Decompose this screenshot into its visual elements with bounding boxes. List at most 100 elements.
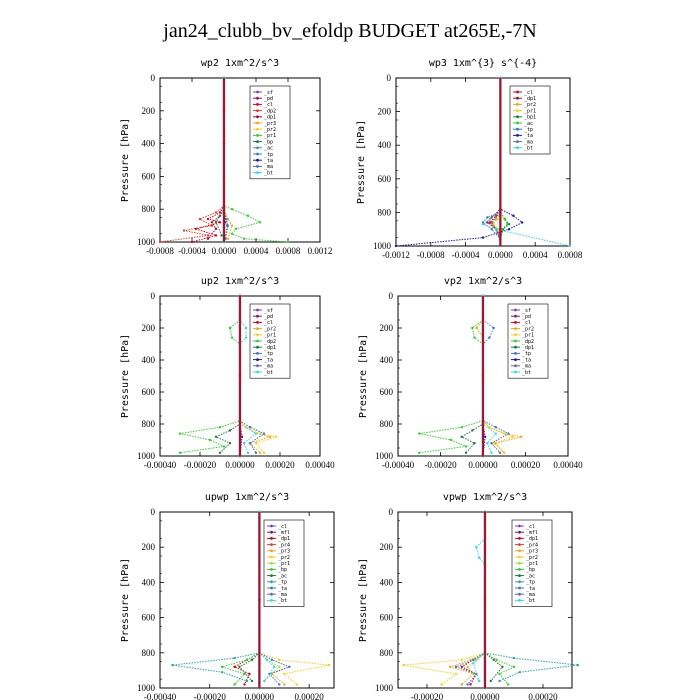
- data-point: [464, 445, 468, 448]
- legend-marker: [270, 599, 273, 602]
- legend: _sf_pd_cl_pr2_pr1_dp2_dp1_tp_ta_ma_bt: [249, 303, 291, 379]
- legend-label: _dp1: [526, 536, 538, 542]
- legend-label: _pr2: [264, 127, 276, 133]
- data-point: [488, 217, 492, 221]
- legend-marker: [256, 352, 259, 355]
- legend-marker: [516, 140, 519, 144]
- data-point: [520, 221, 524, 224]
- legend-marker: [514, 358, 517, 361]
- x-tick-label: 0.00040: [305, 460, 335, 470]
- y-tick-label: 0: [387, 73, 392, 83]
- y-tick-label: 400: [380, 577, 394, 587]
- legend-label: _dp2: [264, 108, 276, 114]
- data-point: [198, 217, 202, 221]
- data-point: [208, 438, 212, 442]
- y-tick-label: 800: [380, 648, 394, 658]
- legend-label: _ac: [278, 573, 287, 579]
- data-point: [507, 222, 511, 226]
- data-point: [469, 683, 472, 686]
- x-tick-label: 0.00020: [265, 460, 295, 470]
- panel-6: vpwp 1xm^2/s^3 Pressure [hPa] 0 200 400 600 80…: [358, 492, 579, 700]
- legend-marker: [516, 134, 519, 137]
- data-point: [492, 442, 495, 445]
- legend-marker: [518, 537, 521, 540]
- data-point: [218, 451, 222, 454]
- data-point: [473, 442, 476, 445]
- legend-marker: [256, 358, 259, 361]
- data-point: [460, 435, 463, 438]
- legend-label: _bp: [264, 139, 273, 145]
- data-point: [449, 665, 452, 669]
- data-point: [228, 442, 232, 445]
- legend-marker: [270, 537, 273, 540]
- legend-marker: [514, 352, 517, 355]
- legend-label: _tp: [526, 580, 535, 586]
- y-tick-label: 200: [142, 106, 156, 116]
- plot-frame: [159, 77, 321, 243]
- legend-marker: [256, 327, 259, 330]
- series-line-dp1: [233, 512, 260, 685]
- legend-label: _bp: [526, 567, 535, 573]
- data-point: [503, 432, 506, 435]
- legend-marker: [514, 370, 517, 374]
- panel-2: wp3 1xm^{3} s^{-4} Pressure [hPa] 0 200 400 6…: [356, 58, 583, 260]
- legend-marker: [270, 574, 273, 577]
- legend-label: _ma: [522, 364, 531, 370]
- data-point: [475, 546, 478, 549]
- data-point: [475, 326, 478, 330]
- data-point: [230, 208, 234, 211]
- data-point: [472, 662, 475, 665]
- x-tick-label: -0.00040: [144, 460, 177, 470]
- legend-label: _ma: [526, 592, 535, 598]
- data-point: [214, 211, 218, 214]
- data-point: [248, 672, 251, 676]
- panel-5: upwp 1xm^2/s^3 Pressure [hPa] 0 200 400 600 80…: [120, 492, 335, 700]
- data-point: [478, 679, 481, 683]
- series-line-bp1: [499, 78, 510, 240]
- legend-marker: [270, 561, 273, 565]
- data-point: [478, 556, 481, 559]
- legend-label: _pr3: [526, 549, 538, 555]
- legend-label: _pr3: [278, 549, 290, 555]
- data-point: [466, 683, 469, 686]
- y-axis-label: Pressure [hPa]: [358, 558, 369, 642]
- y-tick-label: 1000: [375, 683, 394, 693]
- legend-marker: [516, 90, 519, 94]
- data-point: [472, 658, 475, 662]
- data-point: [171, 663, 174, 667]
- data-point: [454, 665, 458, 669]
- data-point: [244, 336, 248, 339]
- data-point: [258, 451, 262, 454]
- panel-title: vpwp 1xm^2/s^3: [443, 492, 527, 503]
- data-point: [214, 435, 218, 438]
- data-point: [233, 665, 236, 669]
- legend-label: _tp: [264, 152, 273, 158]
- y-tick-label: 400: [378, 140, 392, 150]
- legend-label: _dp2: [264, 339, 276, 345]
- legend-marker: [256, 96, 259, 100]
- legend-marker: [514, 345, 517, 349]
- data-point: [214, 227, 218, 231]
- legend-label: _ac: [264, 146, 273, 152]
- legend-label: _bp1: [524, 115, 536, 121]
- data-point: [486, 216, 489, 219]
- data-point: [283, 683, 286, 686]
- data-point: [418, 451, 421, 454]
- legend-marker: [270, 555, 273, 559]
- data-point: [158, 240, 162, 244]
- y-tick-label: 800: [380, 419, 394, 429]
- data-point: [245, 679, 249, 683]
- data-point: [258, 432, 262, 435]
- data-point: [218, 426, 222, 429]
- legend-label: _sf: [522, 308, 531, 314]
- x-tick-label: 0.0008: [276, 246, 301, 256]
- legend-marker: [516, 146, 519, 150]
- legend-label: _pd: [264, 96, 273, 102]
- x-tick-label: -0.0004: [452, 250, 480, 260]
- legend-label: _cl: [526, 524, 535, 530]
- y-tick-label: 600: [142, 613, 156, 623]
- data-point: [490, 221, 493, 224]
- legend-label: _pr1: [264, 333, 276, 339]
- legend-label: _pr1: [264, 133, 276, 139]
- data-point: [206, 217, 210, 221]
